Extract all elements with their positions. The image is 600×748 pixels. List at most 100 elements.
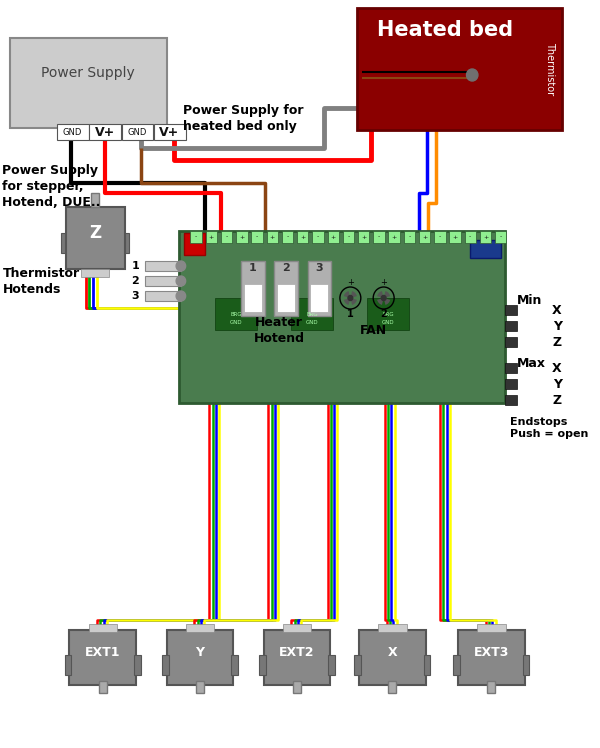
Text: Power Supply
for stepper,
Hotend, DUE..: Power Supply for stepper, Hotend, DUE.. <box>2 164 100 209</box>
Text: EXT1: EXT1 <box>85 646 121 660</box>
Circle shape <box>176 291 185 301</box>
Text: -: - <box>500 235 502 239</box>
Text: +: + <box>392 235 397 239</box>
Wedge shape <box>377 298 383 305</box>
Bar <box>434 231 446 243</box>
Bar <box>358 231 370 243</box>
Text: X: X <box>552 304 562 316</box>
Bar <box>215 298 257 330</box>
Text: +: + <box>331 235 336 239</box>
Text: GND: GND <box>306 319 319 325</box>
Bar <box>154 124 185 140</box>
Bar <box>310 284 328 312</box>
Text: Heater
Hotend: Heater Hotend <box>253 316 304 345</box>
Text: Thermistor: Thermistor <box>545 43 555 96</box>
Text: -: - <box>439 235 441 239</box>
Text: Z: Z <box>89 224 101 242</box>
Text: +: + <box>361 235 367 239</box>
Bar <box>89 124 121 140</box>
Text: Y: Y <box>553 319 562 333</box>
Bar <box>419 231 430 243</box>
Text: GND: GND <box>62 127 82 136</box>
Bar <box>266 231 278 243</box>
Bar <box>89 624 117 632</box>
Bar <box>480 231 491 243</box>
Text: 2: 2 <box>380 309 387 319</box>
Text: +: + <box>483 235 488 239</box>
Bar <box>523 655 529 675</box>
Text: Endstops
Push = open: Endstops Push = open <box>510 417 589 439</box>
Text: BRG: BRG <box>307 311 318 316</box>
Text: GND: GND <box>230 319 242 325</box>
Wedge shape <box>377 291 383 298</box>
Wedge shape <box>350 298 357 305</box>
Text: +: + <box>300 235 305 239</box>
Bar <box>259 655 266 675</box>
Bar <box>458 630 524 685</box>
Text: BRG: BRG <box>383 311 394 316</box>
Text: 2: 2 <box>131 276 139 286</box>
Wedge shape <box>383 298 390 305</box>
Text: Z: Z <box>553 393 562 406</box>
Text: -: - <box>347 235 350 239</box>
Text: X: X <box>388 646 397 660</box>
Bar <box>297 231 308 243</box>
Bar <box>206 231 217 243</box>
Bar <box>145 291 181 301</box>
Bar <box>477 624 506 632</box>
Text: 1: 1 <box>248 263 256 273</box>
Bar <box>505 337 517 347</box>
Bar <box>495 231 506 243</box>
Text: EXT3: EXT3 <box>473 646 509 660</box>
Bar <box>343 231 354 243</box>
Bar <box>505 321 517 331</box>
Bar <box>328 655 335 675</box>
Text: GND: GND <box>382 319 395 325</box>
Text: -: - <box>469 235 472 239</box>
Circle shape <box>176 261 185 271</box>
Bar <box>99 681 107 693</box>
Text: 1: 1 <box>347 309 354 319</box>
Bar <box>57 124 89 140</box>
Bar <box>134 655 141 675</box>
Bar <box>10 38 167 128</box>
Text: Min: Min <box>517 293 542 307</box>
Bar <box>244 284 262 312</box>
Text: Y: Y <box>196 646 205 660</box>
Text: Z: Z <box>553 336 562 349</box>
Text: +: + <box>209 235 214 239</box>
Bar <box>70 630 136 685</box>
Text: Power Supply for
heated bed only: Power Supply for heated bed only <box>183 103 303 132</box>
Bar <box>292 298 333 330</box>
Text: FAN: FAN <box>359 323 387 337</box>
Bar <box>145 261 181 271</box>
Text: +: + <box>380 278 387 286</box>
Text: -: - <box>256 235 258 239</box>
Text: Y: Y <box>553 378 562 390</box>
Bar <box>359 630 425 685</box>
Text: 3: 3 <box>315 263 323 273</box>
Bar <box>367 298 409 330</box>
Text: +: + <box>422 235 427 239</box>
Text: 1: 1 <box>131 261 139 271</box>
Bar <box>470 240 501 258</box>
Bar <box>373 231 385 243</box>
Text: Heated bed: Heated bed <box>377 20 513 40</box>
Text: EXT2: EXT2 <box>279 646 315 660</box>
Bar <box>293 681 301 693</box>
Text: -: - <box>317 235 319 239</box>
Wedge shape <box>383 291 390 298</box>
Bar <box>274 261 298 316</box>
Wedge shape <box>344 291 350 298</box>
Bar <box>184 233 205 255</box>
Text: GND: GND <box>127 127 147 136</box>
Bar <box>232 655 238 675</box>
Bar <box>388 231 400 243</box>
Wedge shape <box>350 291 357 298</box>
Bar <box>378 624 407 632</box>
Bar <box>308 261 331 316</box>
Bar <box>312 231 323 243</box>
Bar <box>241 261 265 316</box>
Bar <box>357 8 562 130</box>
Bar <box>505 395 517 405</box>
